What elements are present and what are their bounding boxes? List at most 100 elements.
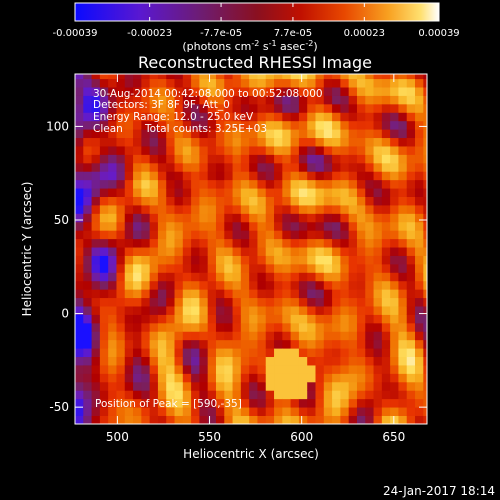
- heatmap-cell: [141, 162, 151, 172]
- heatmap-cell: [398, 247, 408, 256]
- heatmap-cell: [191, 415, 200, 424]
- heatmap-cell: [182, 247, 192, 256]
- heatmap-cell: [298, 103, 308, 113]
- heatmap-cell: [199, 238, 209, 248]
- heatmap-cell: [307, 205, 316, 214]
- heatmap-cell: [265, 356, 275, 366]
- heatmap-cell: [323, 146, 333, 155]
- heatmap-cell: [323, 221, 333, 231]
- heatmap-cell: [141, 297, 151, 307]
- heatmap-cell: [406, 306, 416, 315]
- heatmap-cell: [398, 238, 408, 248]
- heatmap-cell: [174, 120, 184, 130]
- heatmap-cell: [249, 78, 258, 88]
- heatmap-cell: [99, 146, 109, 155]
- heatmap-cell: [83, 365, 92, 374]
- heatmap-cell: [207, 103, 217, 113]
- heatmap-cell: [282, 87, 292, 96]
- heatmap-cell: [232, 112, 242, 122]
- heatmap-cell: [415, 415, 424, 424]
- heatmap-cell: [415, 74, 424, 80]
- heatmap-cell: [340, 112, 350, 122]
- heatmap-cell: [365, 154, 374, 164]
- heatmap-cell: [215, 120, 225, 130]
- heatmap-cell: [91, 196, 101, 206]
- heatmap-cell: [390, 348, 399, 358]
- heatmap-cell: [298, 390, 308, 400]
- heatmap-cell: [323, 255, 333, 265]
- heatmap-cell: [199, 146, 209, 155]
- heatmap-cell: [174, 74, 184, 80]
- heatmap-cell: [356, 390, 366, 400]
- heatmap-cell: [381, 407, 391, 416]
- heatmap-cell: [224, 196, 233, 206]
- heatmap-cell: [332, 322, 341, 332]
- heatmap-cell: [373, 314, 383, 324]
- heatmap-cell: [232, 348, 242, 358]
- heatmap-cell: [207, 272, 217, 282]
- heatmap-cell: [265, 398, 275, 408]
- heatmap-cell: [224, 331, 233, 341]
- heatmap-cell: [108, 129, 117, 139]
- heatmap-cell: [257, 381, 267, 391]
- heatmap-cell: [257, 179, 267, 189]
- heatmap-cell: [265, 289, 275, 299]
- heatmap-cell: [199, 398, 209, 408]
- heatmap-cell: [290, 415, 300, 424]
- heatmap-cell: [373, 120, 383, 130]
- heatmap-cell: [240, 188, 250, 197]
- heatmap-cell: [99, 213, 109, 223]
- heatmap-cell: [133, 103, 142, 113]
- heatmap-cell: [315, 120, 325, 130]
- heatmap-cell: [249, 280, 258, 290]
- heatmap-cell: [390, 221, 399, 231]
- heatmap-cell: [398, 129, 408, 139]
- heatmap-cell: [315, 78, 325, 88]
- heatmap-cell: [390, 297, 399, 307]
- heatmap-cell: [91, 87, 101, 96]
- heatmap-cell: [108, 373, 117, 383]
- heatmap-cell: [282, 348, 292, 358]
- heatmap-cell: [232, 331, 242, 341]
- heatmap-cell: [124, 213, 134, 223]
- heatmap-cell: [133, 238, 142, 248]
- heatmap-cell: [215, 137, 225, 147]
- heatmap-cell: [406, 230, 416, 240]
- heatmap-cell: [157, 87, 167, 96]
- heatmap-cell: [406, 103, 416, 113]
- heatmap-cell: [257, 322, 267, 332]
- heatmap-cell: [91, 381, 101, 391]
- heatmap-cell: [215, 230, 225, 240]
- heatmap-cell: [406, 322, 416, 332]
- heatmap-cell: [356, 247, 366, 256]
- heatmap-cell: [149, 373, 159, 383]
- heatmap-cell: [274, 322, 283, 332]
- heatmap-cell: [207, 171, 217, 181]
- heatmap-cell: [348, 213, 358, 223]
- heatmap-cell: [365, 280, 374, 290]
- heatmap-cell: [249, 213, 258, 223]
- heatmap-cell: [149, 263, 159, 273]
- heatmap-cell: [149, 171, 159, 181]
- heatmap-cell: [415, 263, 424, 273]
- heatmap-cell: [199, 289, 209, 299]
- heatmap-cell: [365, 314, 374, 324]
- heatmap-cell: [323, 331, 333, 341]
- heatmap-cell: [307, 280, 316, 290]
- heatmap-cell: [207, 247, 217, 256]
- heatmap-cell: [108, 188, 117, 197]
- heatmap-cell: [83, 78, 92, 88]
- heatmap-cell: [356, 230, 366, 240]
- heatmap-cell: [290, 263, 300, 273]
- heatmap-cell: [166, 230, 175, 240]
- heatmap-cell: [191, 196, 200, 206]
- heatmap-cell: [75, 407, 84, 416]
- heatmap-cell: [174, 179, 184, 189]
- heatmap-cell: [149, 255, 159, 265]
- heatmap-cell: [232, 255, 242, 265]
- heatmap-cell: [265, 322, 275, 332]
- heatmap-cell: [191, 87, 200, 96]
- heatmap-cell: [406, 188, 416, 197]
- heatmap-cell: [149, 272, 159, 282]
- heatmap-cell: [166, 171, 175, 181]
